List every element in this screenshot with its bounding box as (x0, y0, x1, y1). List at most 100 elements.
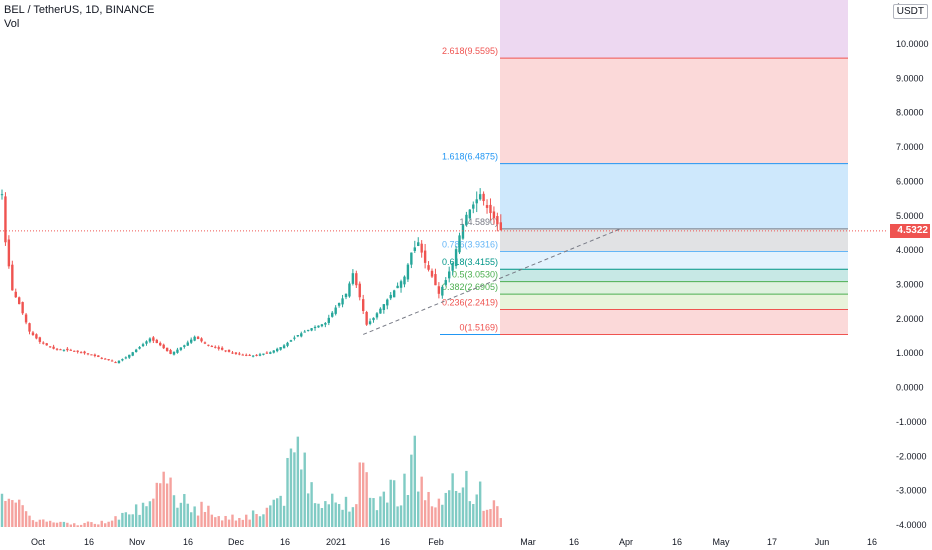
volume-bar (79, 524, 83, 527)
candle-body (62, 349, 66, 351)
volume-bar (441, 504, 444, 527)
volume-bar (42, 519, 45, 527)
volume-bar (97, 524, 100, 527)
candle-body (300, 333, 303, 337)
candle-body (148, 338, 152, 342)
volume-bar (165, 483, 169, 527)
volume-bar (282, 505, 286, 527)
volume-bar (430, 506, 434, 527)
volume-bar (131, 514, 134, 527)
volume-bar (300, 469, 303, 527)
volume-bar (224, 515, 227, 527)
volume-bar (128, 514, 131, 527)
candle-body (372, 317, 375, 321)
volume-bar (293, 452, 296, 527)
candle-body (255, 354, 258, 356)
volume-bar (351, 507, 355, 527)
volume-bar (45, 521, 48, 527)
x-tick-label: 16 (672, 537, 682, 547)
candle-body (66, 348, 69, 351)
candle-body (231, 352, 234, 354)
candle-body (375, 313, 379, 318)
volume-bar (482, 510, 485, 527)
volume-bar (76, 525, 79, 527)
volume-bar (21, 505, 24, 527)
volume-bar (141, 502, 145, 527)
candle-body (35, 334, 38, 339)
candle-body (358, 283, 361, 298)
volume-bar (231, 514, 234, 527)
candle-body (492, 211, 496, 219)
candle-body (31, 332, 35, 336)
volume-bar (227, 519, 231, 527)
y-tick-label: 10.0000 (896, 39, 929, 49)
candle-body (18, 297, 21, 305)
volume-bar (403, 473, 406, 527)
candle-body (241, 354, 244, 356)
candle-body (38, 337, 42, 342)
candle-body (107, 359, 110, 361)
candle-body (124, 357, 128, 359)
volume-bar (289, 448, 293, 527)
candle-body (303, 331, 306, 333)
volume-bar (220, 520, 224, 527)
volume-bar (245, 514, 248, 527)
volume-bar (337, 504, 341, 527)
volume-bar (413, 435, 416, 527)
volume-bar (303, 452, 306, 527)
volume-bar (392, 480, 396, 527)
volume-bar (4, 500, 7, 527)
currency-button[interactable]: USDT (892, 4, 928, 19)
candle-body (169, 350, 172, 354)
candle-body (134, 349, 138, 352)
candle-body (444, 280, 447, 285)
candle-body (172, 351, 176, 355)
volume-bar (238, 517, 241, 527)
candle-body (193, 336, 196, 341)
volume-bar (386, 502, 389, 527)
volume-bar (269, 505, 272, 527)
volume-bar (448, 490, 451, 527)
candle-body (362, 299, 365, 311)
x-tick-label: 17 (767, 537, 777, 547)
fib-band (500, 281, 848, 295)
candle-body (145, 341, 148, 344)
volume-bar (31, 520, 35, 527)
candle-body (104, 358, 107, 360)
volume-bar (193, 506, 196, 527)
volume-bar (389, 479, 392, 527)
volume-bar (217, 516, 220, 527)
candle-body (97, 355, 100, 358)
volume-bar (203, 511, 207, 527)
candle-body (289, 340, 293, 342)
volume-bar (375, 510, 379, 527)
candle-body (337, 302, 341, 306)
volume-bar (145, 506, 148, 527)
candle-body (351, 273, 355, 284)
candle-body (406, 264, 410, 280)
candle-body (334, 307, 337, 314)
fib-band-top (500, 0, 848, 59)
candle-body (183, 345, 186, 347)
volume-bar (234, 520, 238, 527)
volume-bar (358, 462, 361, 527)
candle-body (423, 250, 427, 263)
volume-bar (461, 487, 465, 527)
candle-body (14, 291, 17, 298)
x-tick-label: Feb (428, 537, 444, 547)
volume-bar (406, 494, 410, 527)
candle-body (327, 317, 330, 323)
candle-body (90, 354, 93, 356)
volume-bar (334, 502, 337, 527)
volume-bar (317, 503, 320, 527)
candle-body (110, 360, 114, 362)
y-tick-label: 4.0000 (896, 245, 924, 255)
candle-body (286, 342, 289, 346)
y-tick-label: 7.0000 (896, 142, 924, 152)
candle-body (389, 294, 392, 299)
x-tick-label: 2021 (326, 537, 346, 547)
volume-bar (176, 507, 179, 527)
candle-body (458, 235, 461, 253)
candle-body (410, 252, 413, 265)
